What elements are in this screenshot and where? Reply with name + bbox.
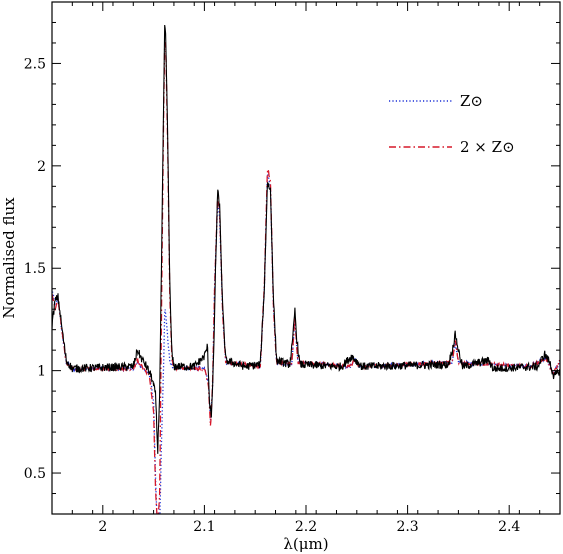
y-tick-label: 1 xyxy=(37,364,46,380)
series-line-solar xyxy=(52,174,560,514)
x-tick-label: 2.4 xyxy=(498,519,520,535)
legend-label: 2 × Z⊙ xyxy=(460,138,515,156)
plot-frame xyxy=(51,1,561,515)
y-axis-label: Normalised flux xyxy=(0,197,18,319)
y-tick-label: 1.5 xyxy=(24,261,46,277)
x-tick-label: 2.1 xyxy=(193,519,215,535)
legend: Z⊙ 2 × Z⊙ xyxy=(389,92,515,156)
y-tick-label: 2 xyxy=(37,159,46,175)
x-tick-label: 2.2 xyxy=(295,519,317,535)
y-tick-label: 2.5 xyxy=(24,56,46,72)
y-tick-label: 0.5 xyxy=(24,466,46,482)
series-layer xyxy=(52,24,560,514)
legend-label: Z⊙ xyxy=(460,92,483,110)
x-tick-label: 2 xyxy=(98,519,107,535)
x-tick-label: 2.3 xyxy=(396,519,418,535)
series-line-double-solar xyxy=(52,41,560,514)
x-axis-label: λ(μm) xyxy=(283,535,328,553)
ticks-layer: 2 2.1 2.2 2.3 2.4 0.5 1 1.5 2 2.5 xyxy=(24,1,561,535)
series-line-observed xyxy=(52,24,560,454)
